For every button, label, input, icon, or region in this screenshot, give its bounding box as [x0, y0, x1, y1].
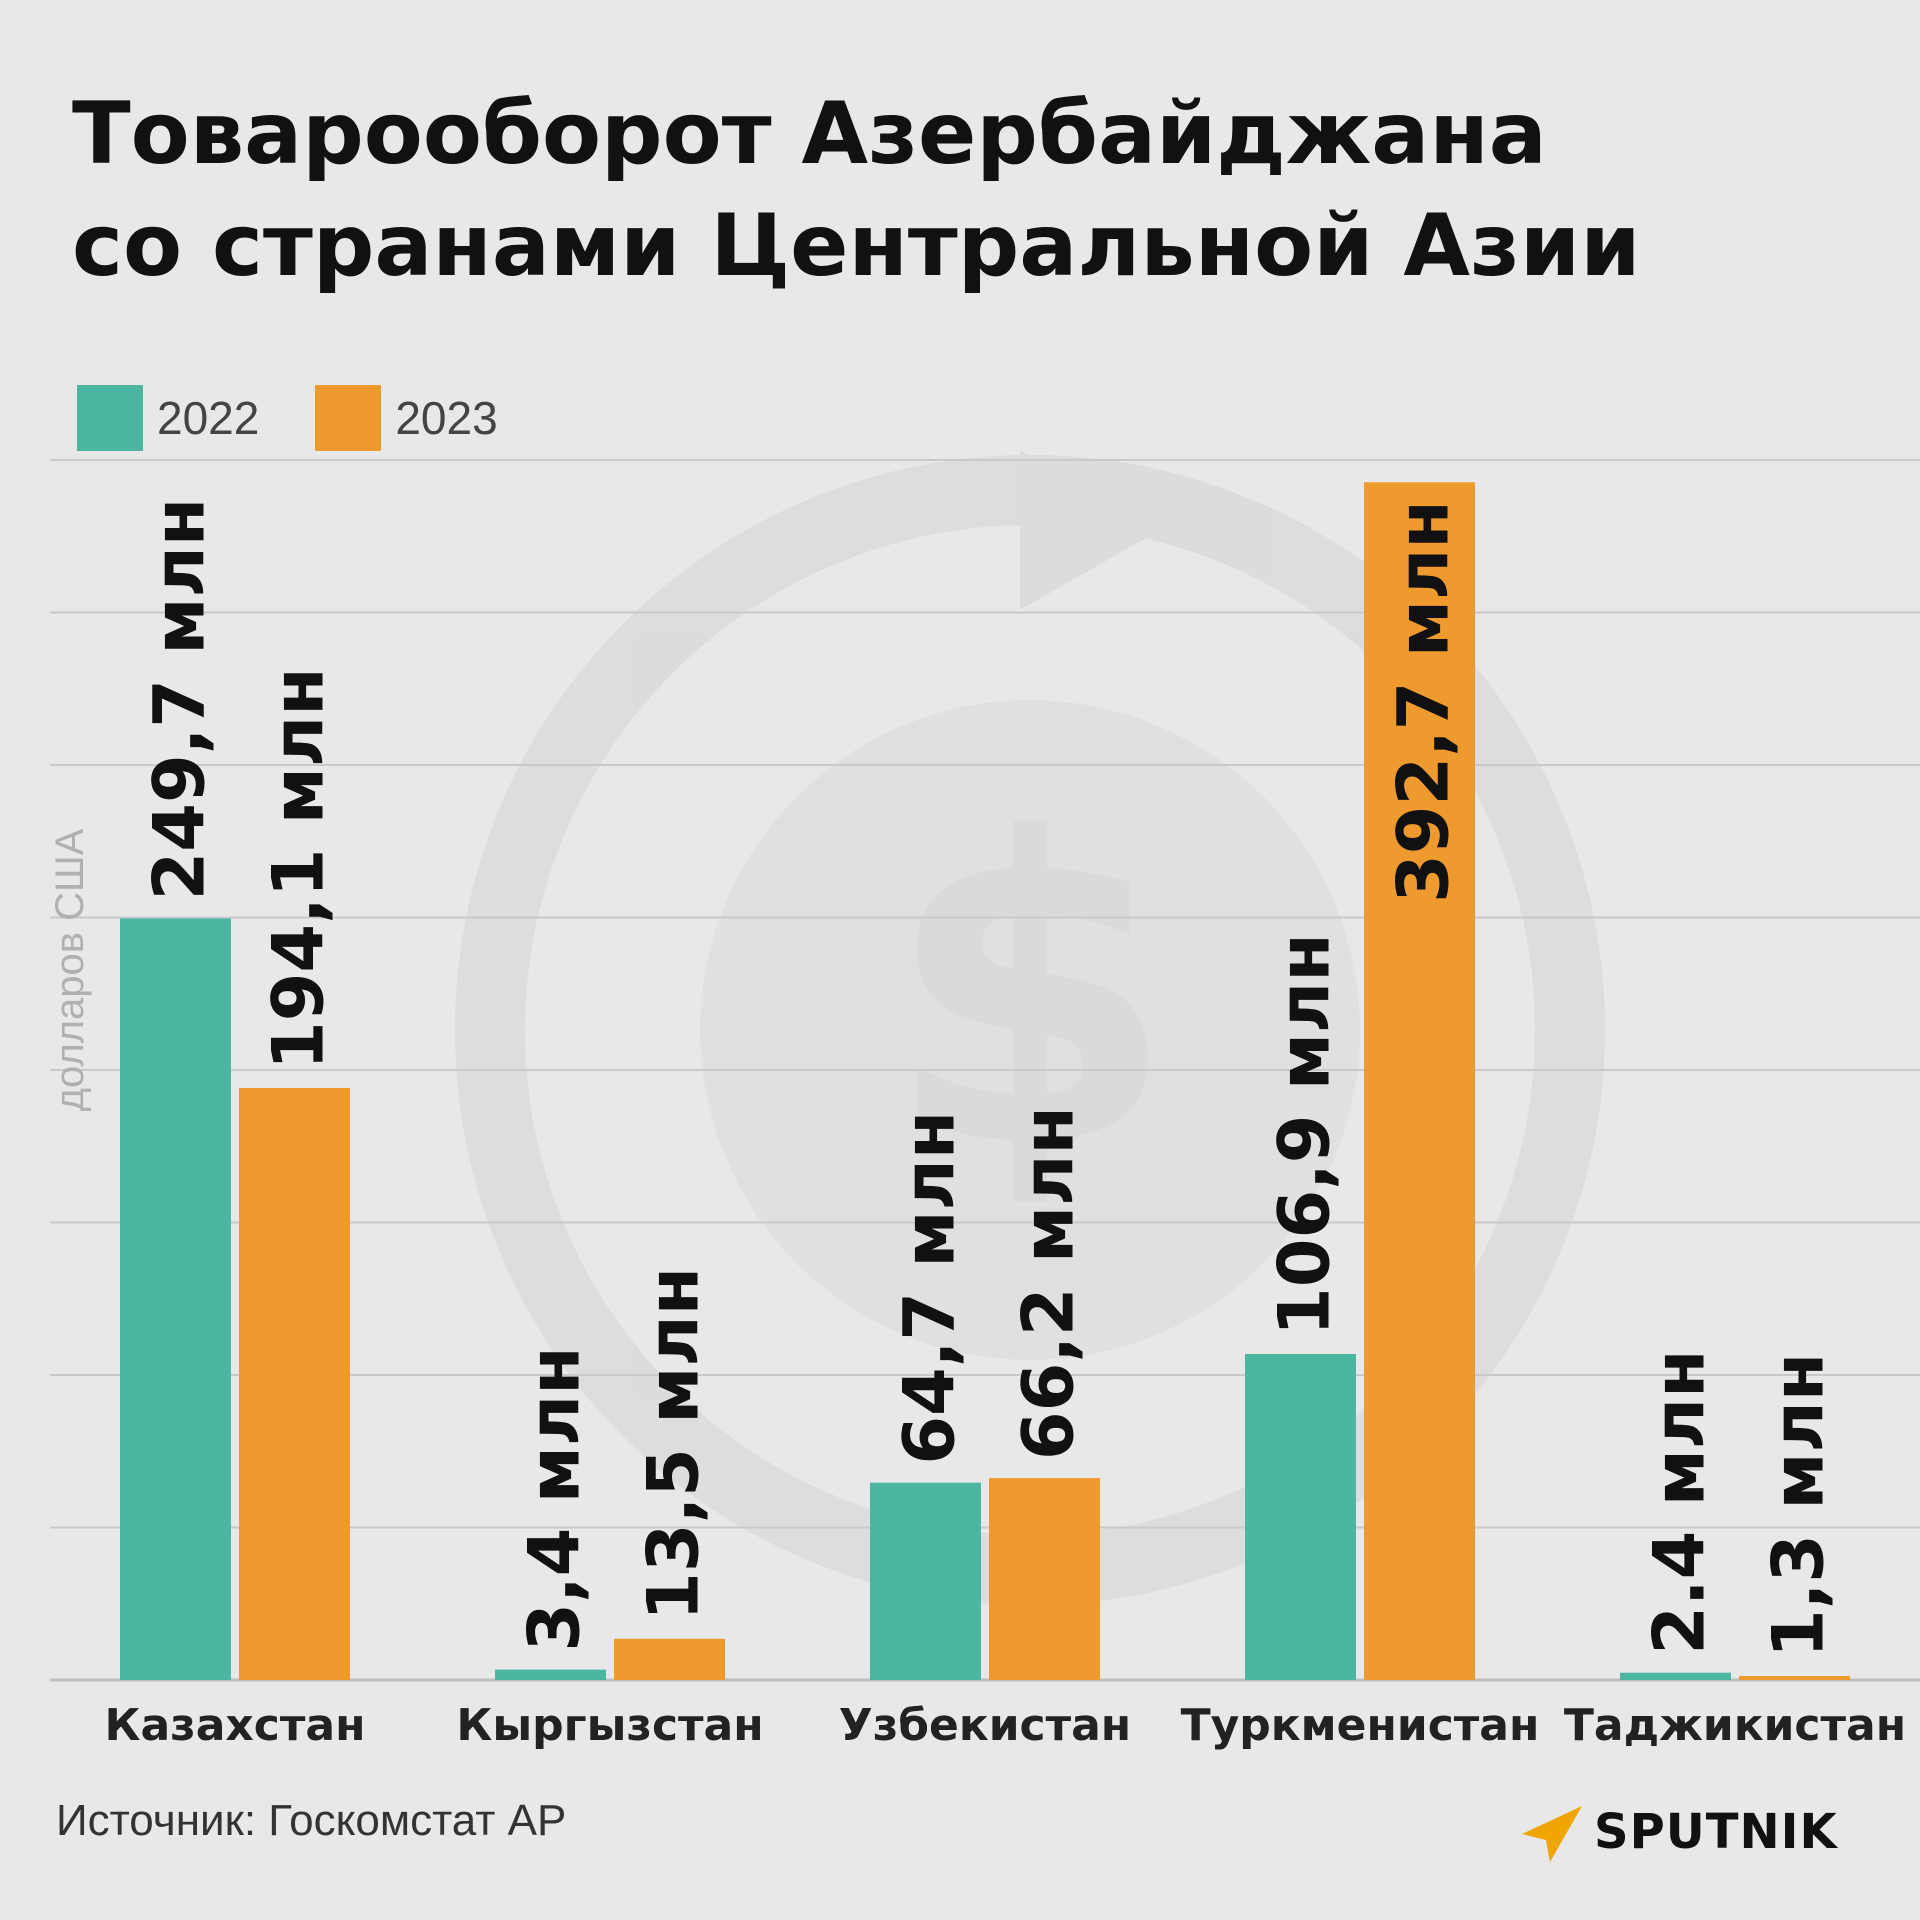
legend-item-2023: 2023 [315, 385, 498, 451]
chart-title-line-1: Товарооборот Азербайджана [72, 84, 1547, 184]
brand-logo: SPUTNIK [1520, 1800, 1838, 1864]
bar-2022-2 [495, 1669, 606, 1680]
category-label: Таджикистан [1564, 1700, 1906, 1751]
brand-name: SPUTNIK [1594, 1804, 1838, 1860]
category-label: Казахстан [105, 1700, 366, 1751]
bar-2022-5 [1620, 1672, 1731, 1680]
y-axis-label: долларов США [48, 828, 92, 1111]
bar-value-labels: 249,7 млн 194,1 млн 3,4 млн 13,5 млн 64,7 мл… [139, 498, 1840, 1658]
bar-value-label: 194,1 млн [258, 667, 340, 1070]
category-label: Кыргызстан [456, 1700, 763, 1751]
legend-swatch-2022 [77, 385, 143, 451]
bar-value-label: 3,4 млн [514, 1346, 596, 1651]
legend-label-2023: 2023 [395, 392, 498, 444]
category-labels: Казахстан Кыргызстан Узбекистан Туркмениста… [105, 1700, 1907, 1751]
bar-value-label: 249,7 млн [139, 498, 221, 901]
bar-2023-2 [614, 1638, 725, 1680]
bar-value-label: 66,2 млн [1008, 1106, 1090, 1460]
bar-value-label: 392,7 млн [1383, 500, 1465, 903]
bar-value-label: 106,9 млн [1264, 933, 1346, 1336]
legend: 2022 2023 [77, 385, 554, 451]
bar-2022-1 [120, 918, 231, 1680]
chart-title: Товарооборот Азербайджана со странами Це… [72, 78, 1872, 302]
category-label: Туркменистан [1181, 1700, 1540, 1751]
bar-value-label: 13,5 млн [633, 1267, 715, 1621]
legend-label-2022: 2022 [157, 392, 260, 444]
bar-2023-4 [1364, 482, 1475, 1680]
bar-2023-3 [989, 1478, 1100, 1680]
category-label: Узбекистан [839, 1700, 1131, 1751]
svg-text:$: $ [884, 751, 1176, 1240]
sputnik-logo-icon [1522, 1806, 1582, 1862]
legend-swatch-2023 [315, 385, 382, 451]
bar-value-label: 64,7 млн [889, 1111, 971, 1465]
bar-2022-3 [870, 1482, 981, 1680]
legend-item-2022: 2022 [77, 385, 259, 451]
bars [120, 482, 1850, 1680]
grid-lines [50, 459, 1920, 1682]
dollar-arrow-circle-icon: $ [455, 450, 1605, 1605]
bar-2023-5 [1739, 1676, 1850, 1680]
source-note: Источник: Госкомстат АР [56, 1796, 567, 1845]
bar-2022-4 [1245, 1353, 1356, 1680]
bar-value-label: 2.4 млн [1639, 1349, 1721, 1654]
chart-title-line-2: со странами Центральной Азии [72, 196, 1641, 296]
bar-value-label: 1,3 млн [1758, 1353, 1840, 1658]
bar-2023-1 [239, 1087, 350, 1680]
